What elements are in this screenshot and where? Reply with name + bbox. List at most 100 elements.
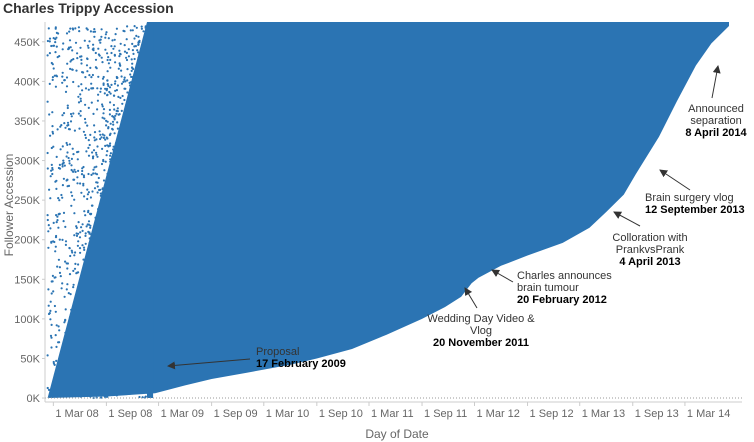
scatter-point [132, 52, 135, 56]
scatter-point [87, 191, 90, 194]
scatter-point [104, 87, 107, 90]
scatter-point [92, 47, 95, 50]
scatter-point [79, 110, 82, 113]
scatter-point [64, 240, 68, 243]
scatter-point [121, 94, 124, 98]
scatter-point [79, 100, 82, 103]
scatter-point [113, 82, 117, 85]
scatter-point [114, 33, 117, 36]
scatter-point [110, 45, 113, 48]
scatter-point [133, 57, 136, 61]
scatter-point [73, 234, 76, 237]
scatter-point [77, 26, 80, 29]
scatter-point [95, 173, 99, 176]
scatter-point [123, 50, 127, 53]
scatter-point [83, 195, 86, 198]
scatter-point [93, 28, 96, 31]
scatter-point [55, 36, 58, 39]
scatter-point [120, 75, 123, 78]
scatter-point [65, 76, 69, 79]
scatter-point [46, 54, 49, 57]
scatter-point [111, 127, 114, 130]
scatter-point [108, 144, 111, 147]
scatter-point [101, 105, 104, 108]
scatter-point [58, 271, 62, 274]
scatter-point [135, 34, 138, 38]
scatter-point [85, 64, 89, 67]
scatter-point [86, 197, 89, 201]
scatter-point [73, 267, 77, 270]
scatter-point [84, 214, 87, 217]
scatter-point [97, 75, 100, 78]
scatter-point [79, 114, 82, 117]
scatter-point [61, 184, 64, 187]
y-axis: 0K 50K 100K 150K 200K 250K 300K 350K 400K 450K [14, 22, 46, 405]
scatter-point [81, 89, 84, 92]
scatter-point [93, 131, 97, 134]
scatter-point [106, 150, 109, 153]
scatter-point [94, 51, 97, 55]
scatter-point [55, 187, 58, 190]
scatter-point [87, 88, 90, 91]
scatter-point [100, 28, 103, 31]
y-tick-label: 450K [14, 37, 40, 49]
scatter-point [126, 79, 129, 82]
scatter-point [46, 167, 49, 170]
scatter-point [118, 55, 121, 58]
scatter-point [108, 86, 112, 89]
scatter-point [104, 36, 107, 39]
scatter-point [52, 360, 55, 364]
scatter-point [66, 143, 69, 146]
dense-band [147, 22, 154, 398]
scatter-point [56, 265, 59, 268]
scatter-point [71, 49, 74, 52]
annotation-date: 4 April 2013 [619, 256, 680, 268]
scatter-point [80, 191, 83, 194]
scatter-point [91, 151, 94, 154]
scatter-point [100, 35, 103, 38]
scatter-point [53, 240, 56, 244]
scatter-point [85, 225, 88, 228]
scatter-point [61, 48, 64, 51]
scatter-point [49, 175, 52, 178]
scatter-point [72, 58, 75, 61]
scatter-point [113, 132, 116, 135]
scatter-point [111, 39, 114, 42]
scatter-point [76, 176, 79, 179]
x-tick-label: 1 Sep 08 [108, 408, 152, 420]
scatter-point [125, 38, 128, 41]
scatter-point [93, 124, 96, 127]
x-tick-label: 1 Sep 10 [319, 408, 363, 420]
scatter-point [116, 121, 119, 124]
scatter-point [65, 141, 68, 145]
scatter-point [103, 117, 106, 120]
scatter-point [81, 244, 84, 247]
scatter-point [76, 244, 79, 247]
scatter-point [129, 29, 132, 32]
scatter-point [109, 142, 112, 145]
scatter-point [99, 137, 102, 141]
y-tick-label: 300K [14, 156, 40, 168]
scatter-point [131, 29, 134, 32]
y-tick-label: 400K [14, 76, 40, 88]
x-tick-label: 1 Mar 13 [582, 408, 625, 420]
scatter-point [79, 182, 82, 185]
scatter-point [99, 90, 102, 93]
scatter-point [104, 160, 107, 163]
scatter-point [84, 76, 87, 79]
scatter-point [75, 69, 78, 72]
scatter-point [61, 81, 64, 84]
scatter-point [136, 49, 139, 52]
scatter-point [106, 137, 109, 140]
scatter-point [52, 67, 55, 70]
scatter-point [126, 25, 129, 28]
scatter-point [61, 71, 64, 74]
scatter-point [73, 212, 76, 215]
scatter-point [78, 30, 81, 33]
scatter-point [79, 93, 82, 96]
scatter-point [120, 109, 123, 112]
scatter-point [82, 176, 86, 179]
scatter-point [105, 154, 108, 157]
